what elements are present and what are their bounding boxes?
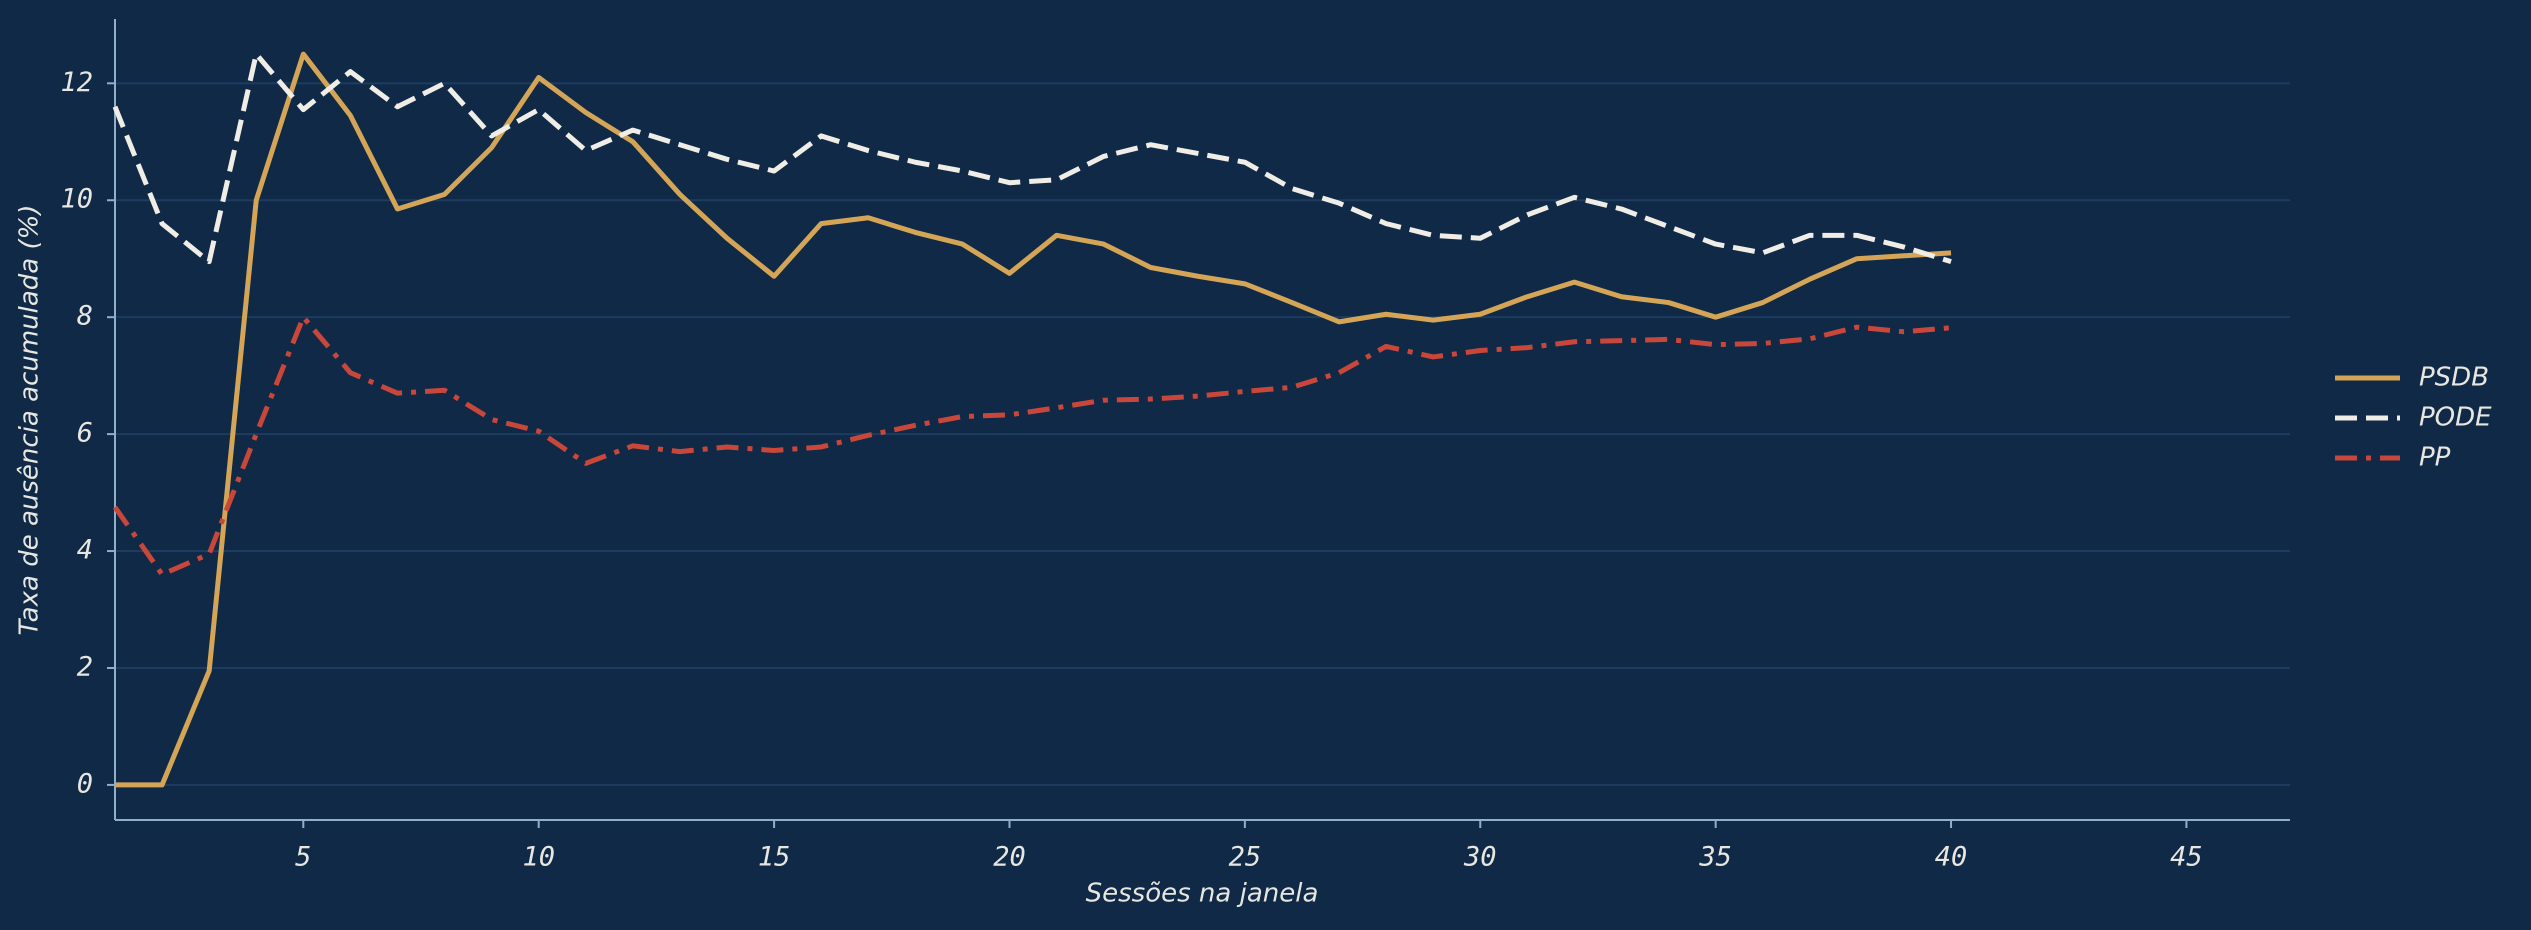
y-axis-label: Taxa de ausência acumulada (%) [15,205,45,636]
series-line [115,51,1952,788]
x-tick-label: 40 [1935,842,1968,873]
legend-label: PP [2419,443,2451,473]
x-tick-label: 35 [1698,842,1732,873]
y-tick-label: 0 [77,768,93,799]
x-tick-label: 45 [2170,842,2203,873]
y-tick-label: 4 [77,535,93,566]
legend-label: PSDB [2419,363,2489,393]
x-tick-label: 20 [993,842,1026,873]
x-axis-label: Sessões na janela [1086,879,1319,909]
y-tick-label: 8 [77,301,93,332]
x-tick-label: 5 [295,842,311,873]
x-tick-label: 10 [522,842,555,873]
x-tick-label: 15 [758,842,791,873]
y-tick-label: 12 [60,67,93,98]
legend-label: PODE [2419,403,2492,433]
y-tick-label: 2 [77,651,93,682]
y-tick-label: 6 [77,418,93,449]
y-tick-label: 10 [60,184,93,215]
x-tick-label: 30 [1463,842,1497,873]
series-line [112,314,1952,577]
x-tick-label: 25 [1229,842,1262,873]
series-line [112,51,1952,265]
